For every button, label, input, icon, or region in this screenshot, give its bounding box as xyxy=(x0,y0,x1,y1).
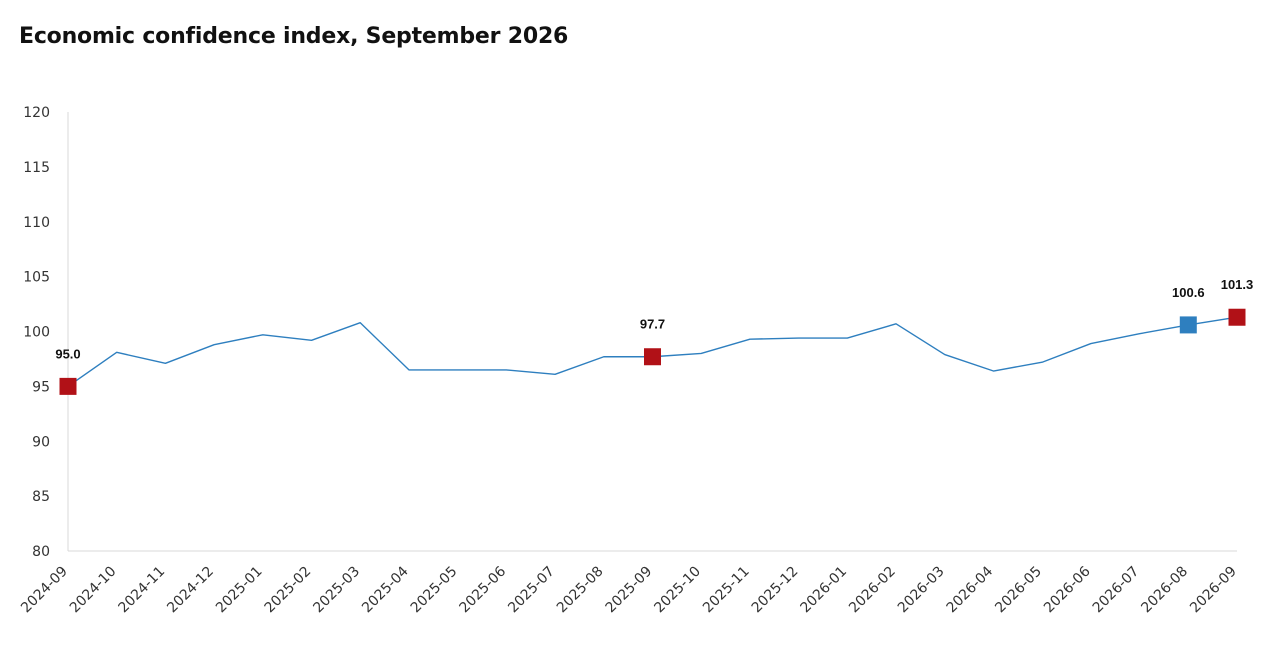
x-tick-label: 2026-03 xyxy=(895,564,948,617)
x-axis: 2024-092024-102024-112024-122025-012025-… xyxy=(18,550,1240,617)
x-tick-label: 2024-12 xyxy=(164,564,217,617)
highlight-marker xyxy=(1179,316,1197,334)
x-tick-label: 2026-01 xyxy=(797,564,850,617)
x-tick-label: 2024-10 xyxy=(67,564,120,617)
x-tick-label: 2025-03 xyxy=(310,564,363,617)
highlight-markers: 95.0 97.7 100.6 101.3 xyxy=(55,277,1253,395)
y-tick-label: 90 xyxy=(32,434,50,450)
x-tick-label: 2024-11 xyxy=(116,564,169,617)
y-tick-label: 105 xyxy=(23,270,50,286)
x-tick-label: 2025-01 xyxy=(213,564,266,617)
highlight-marker xyxy=(644,348,661,366)
y-tick-label: 95 xyxy=(32,379,50,395)
x-tick-label: 2025-08 xyxy=(554,564,607,617)
data-label: 97.7 xyxy=(640,317,665,332)
data-label: 95.0 xyxy=(55,346,80,361)
x-tick-label: 2026-04 xyxy=(944,563,997,616)
x-tick-label: 2025-10 xyxy=(651,564,704,617)
y-tick-label: 85 xyxy=(32,489,50,505)
chart-title: Economic confidence index, September 202… xyxy=(19,24,569,49)
x-tick-label: 2025-04 xyxy=(359,563,412,616)
x-tick-label: 2025-09 xyxy=(603,564,656,617)
x-tick-label: 2025-02 xyxy=(262,564,315,617)
highlight-marker xyxy=(59,377,77,395)
y-axis: 80 85 90 95 100 105 110 115 120 xyxy=(23,105,69,560)
highlight-marker xyxy=(1228,308,1246,326)
x-tick-label: 2026-08 xyxy=(1138,564,1191,617)
x-tick-label: 2025-12 xyxy=(749,564,802,617)
x-tick-label: 2024-09 xyxy=(18,564,71,617)
x-tick-label: 2025-11 xyxy=(700,564,753,617)
y-tick-label: 80 xyxy=(32,544,50,560)
x-tick-label: 2026-06 xyxy=(1041,563,1094,616)
x-tick-label: 2026-02 xyxy=(846,564,899,617)
y-tick-label: 110 xyxy=(23,215,50,231)
y-tick-label: 120 xyxy=(23,105,50,121)
x-tick-label: 2026-05 xyxy=(992,564,1045,617)
data-label: 100.6 xyxy=(1172,285,1205,300)
x-tick-label: 2026-09 xyxy=(1187,564,1240,617)
data-label: 101.3 xyxy=(1221,277,1254,292)
x-tick-label: 2026-07 xyxy=(1090,564,1143,617)
x-tick-label: 2025-05 xyxy=(408,564,461,617)
x-tick-label: 2025-06 xyxy=(457,563,510,616)
y-tick-label: 100 xyxy=(23,325,50,341)
x-tick-label: 2025-07 xyxy=(505,564,558,617)
y-tick-label: 115 xyxy=(23,160,50,176)
